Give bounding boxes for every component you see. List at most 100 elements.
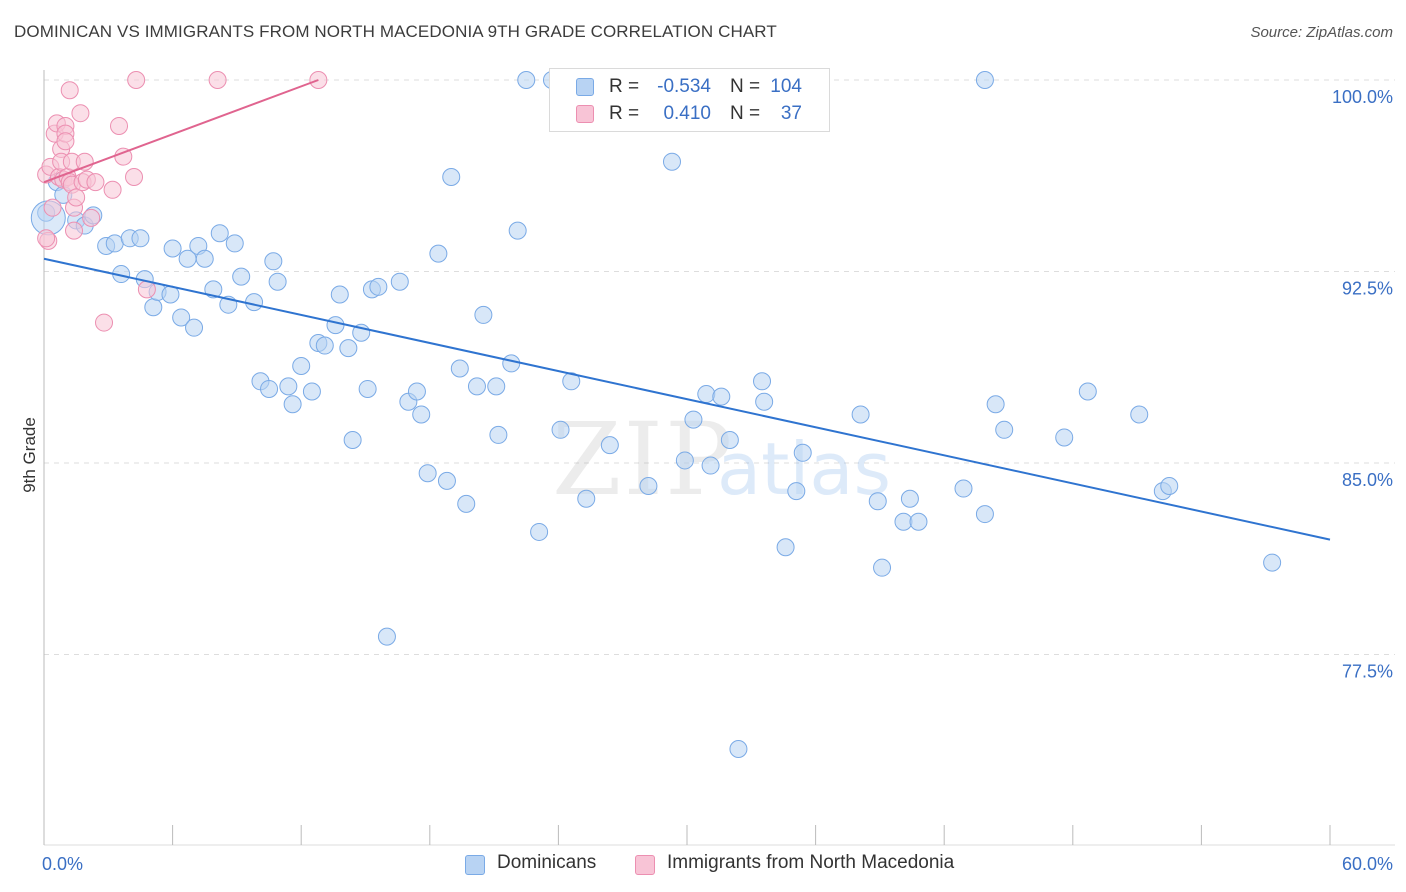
dominicans-trend-line xyxy=(43,257,1331,541)
dominicans-point xyxy=(508,221,527,240)
dominicans-point xyxy=(562,372,581,391)
x-tick-label-max: 60.0% xyxy=(1342,854,1393,874)
axes xyxy=(43,70,1331,845)
dominicans-point xyxy=(675,451,694,470)
macedonia-point xyxy=(125,168,144,187)
dominicans-point xyxy=(1263,553,1282,572)
dominicans-point xyxy=(412,405,431,424)
dominicans-point xyxy=(684,410,703,429)
dominicans-point xyxy=(701,456,720,475)
macedonia-point xyxy=(86,173,105,192)
watermark-atlas: atlas xyxy=(717,427,891,511)
dominicans-point xyxy=(517,71,536,89)
legend-r-label: R = xyxy=(609,76,640,97)
dominicans-point xyxy=(210,224,229,243)
legend-label-dominicans: Dominicans xyxy=(497,852,597,873)
dominicans-point xyxy=(442,168,461,187)
macedonia-point xyxy=(65,221,84,240)
dominicans-point xyxy=(358,379,377,398)
legend-n-label: N = xyxy=(730,76,761,97)
dominicans-point xyxy=(793,443,812,462)
dominicans-point xyxy=(195,249,214,268)
legend-swatch-macedonia xyxy=(635,855,655,875)
y-tick-labels: 100.0% 92.5% 85.0% 77.5% xyxy=(1332,87,1393,682)
dominicans-point xyxy=(1160,476,1179,495)
macedonia-point xyxy=(67,188,86,207)
series-legend: Dominicans Immigrants from North Macedon… xyxy=(0,850,1406,878)
dominicans-point xyxy=(407,382,426,401)
dominicans-point xyxy=(502,354,521,373)
macedonia-point xyxy=(56,132,75,151)
dominicans-point xyxy=(268,272,287,291)
macedonia-point xyxy=(37,229,56,248)
dominicans-point xyxy=(995,420,1014,439)
dominicans-point xyxy=(489,425,508,444)
dominicans-point xyxy=(954,479,973,498)
dominicans-point xyxy=(225,234,244,253)
dominicans-point xyxy=(467,377,486,396)
dominicans-point xyxy=(377,627,396,646)
legend-r-label: R = xyxy=(609,103,640,124)
dominicans-point xyxy=(232,267,251,286)
dominicans-point xyxy=(487,377,506,396)
dominicans-point xyxy=(283,395,302,414)
legend-swatch-dominicans xyxy=(465,855,485,875)
dominicans-point xyxy=(975,71,994,89)
dominicans-point xyxy=(315,336,334,355)
dominicans-point xyxy=(144,298,163,317)
dominicans-point xyxy=(720,431,739,450)
legend-r-value: -0.534 xyxy=(657,76,711,97)
grid-lines xyxy=(44,79,1395,846)
legend-r-value: 0.410 xyxy=(663,103,711,124)
dominicans-point xyxy=(662,152,681,171)
y-tick-label: 100.0% xyxy=(1332,87,1393,107)
legend-swatch-pink xyxy=(576,105,594,123)
dominicans-point xyxy=(260,379,279,398)
dominicans-point xyxy=(474,305,493,324)
dominicans-point xyxy=(712,387,731,406)
dominicans-point xyxy=(326,316,345,335)
dominicans-point xyxy=(245,293,264,312)
y-tick-label: 77.5% xyxy=(1342,662,1393,682)
macedonia-point xyxy=(110,116,129,135)
dominicans-point xyxy=(755,392,774,411)
legend-n-value: 104 xyxy=(770,76,802,97)
dominicans-point xyxy=(418,464,437,483)
legend-n-value: 37 xyxy=(780,103,802,124)
dominicans-point xyxy=(900,489,919,508)
y-tick-label: 85.0% xyxy=(1342,470,1393,490)
macedonia-point xyxy=(60,81,79,100)
dominicans-point xyxy=(264,252,283,271)
dominicans-point xyxy=(894,512,913,531)
watermark: ZIP atlas xyxy=(552,401,891,518)
dominicans-point xyxy=(868,492,887,511)
macedonia-point xyxy=(71,104,90,123)
dominicans-point xyxy=(339,339,358,358)
dominicans-point xyxy=(343,431,362,450)
dominicans-point xyxy=(390,272,409,291)
source-label: Source: ZipAtlas.com xyxy=(1250,24,1393,41)
macedonia-point xyxy=(127,71,146,89)
legend-row-macedonia: R = 0.410 N = 37 xyxy=(550,101,829,127)
dominicans-point xyxy=(302,382,321,401)
dominicans-point xyxy=(437,471,456,490)
legend-swatch-blue xyxy=(576,78,594,96)
dominicans-point xyxy=(1055,428,1074,447)
dominicans-point xyxy=(639,476,658,495)
macedonia-trend-line xyxy=(43,79,319,184)
chart-title: DOMINICAN VS IMMIGRANTS FROM NORTH MACED… xyxy=(14,22,777,41)
dominicans-point xyxy=(1130,405,1149,424)
dominicans-point xyxy=(909,512,928,531)
dominicans-point xyxy=(530,522,549,541)
dominicans-point xyxy=(697,385,716,404)
dominicans-point xyxy=(457,494,476,513)
dominicans-point xyxy=(776,538,795,557)
dominicans-point xyxy=(185,318,204,337)
dominicans-point xyxy=(1078,382,1097,401)
dominicans-point xyxy=(975,505,994,524)
trend-lines xyxy=(43,79,1331,541)
dominicans-point xyxy=(163,239,182,258)
dominicans-point xyxy=(986,395,1005,414)
dominicans-point xyxy=(172,308,191,327)
